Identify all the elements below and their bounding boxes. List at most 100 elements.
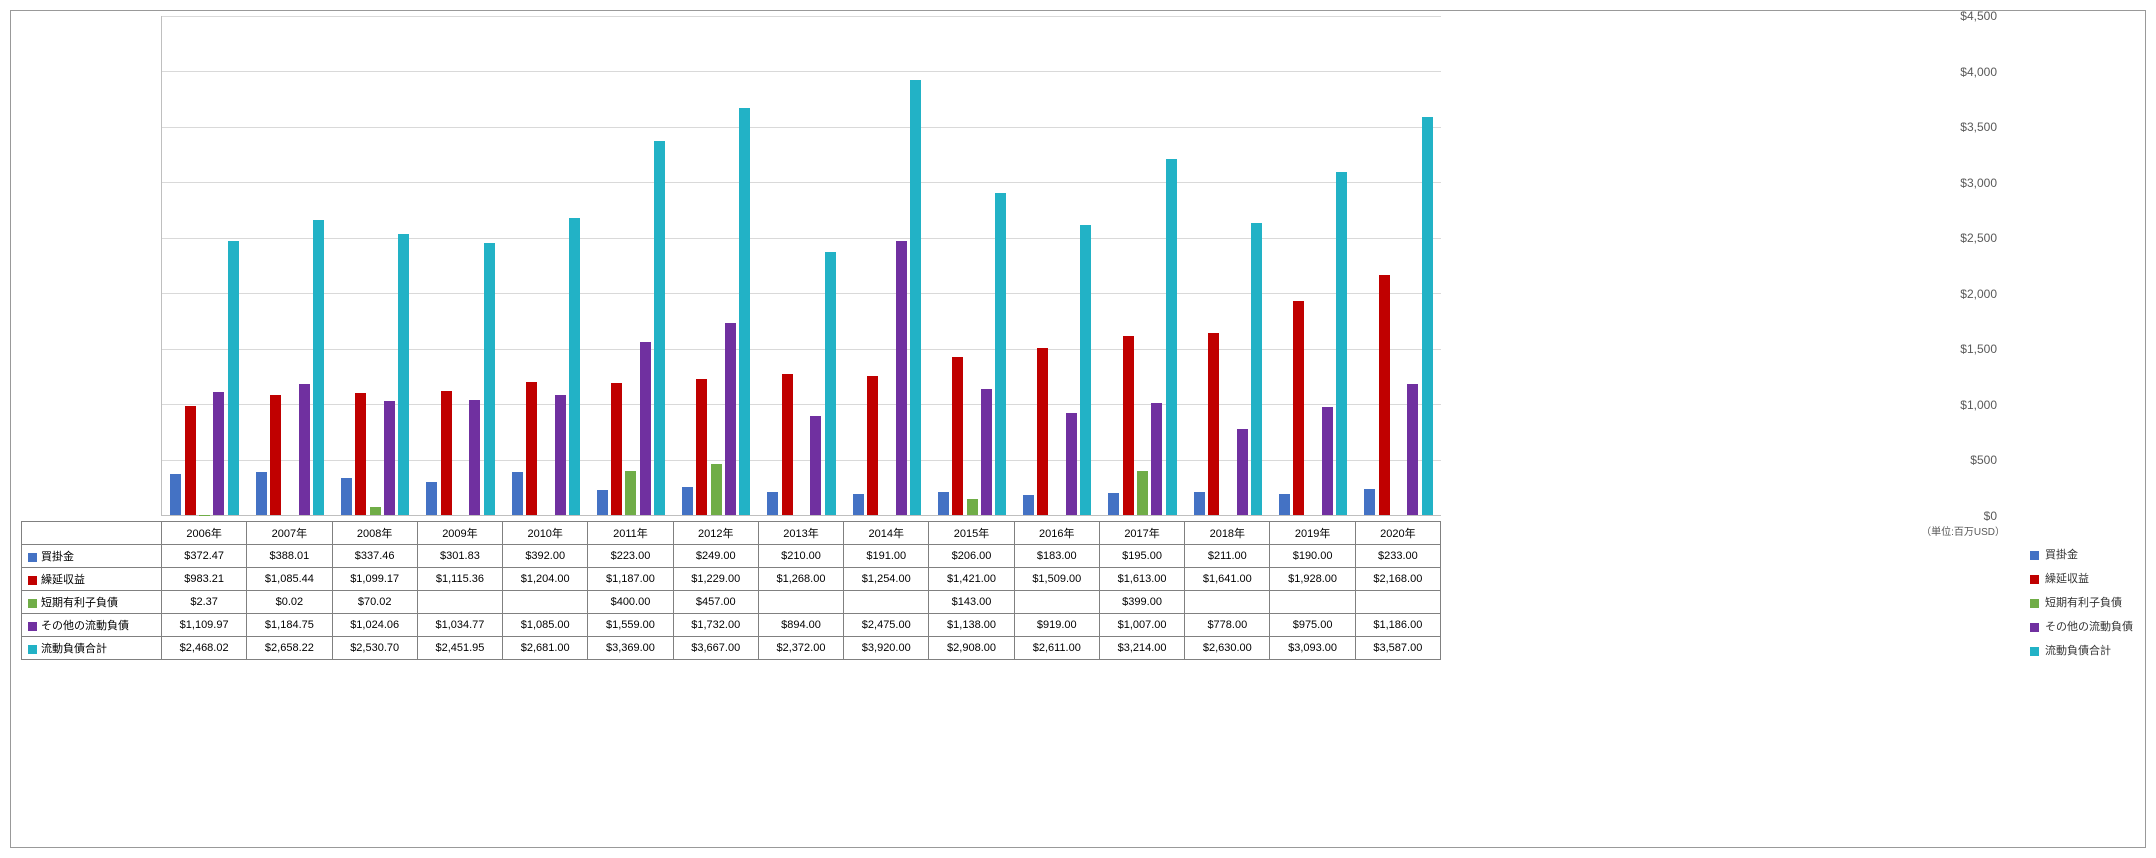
data-cell: $3,369.00 bbox=[588, 637, 673, 660]
bar bbox=[597, 490, 608, 515]
bar bbox=[1279, 494, 1290, 515]
bar bbox=[1123, 336, 1134, 515]
legend-marker bbox=[28, 622, 37, 631]
legend-label: 繰延収益 bbox=[2045, 573, 2089, 585]
bar bbox=[256, 472, 267, 515]
data-cell bbox=[1355, 591, 1440, 614]
bar bbox=[1322, 407, 1333, 515]
data-cell: $392.00 bbox=[503, 545, 588, 568]
bar bbox=[1293, 301, 1304, 515]
data-cell: $2,630.00 bbox=[1185, 637, 1270, 660]
data-cell: $1,007.00 bbox=[1099, 614, 1184, 637]
bar bbox=[526, 382, 537, 516]
data-cell: $301.83 bbox=[417, 545, 502, 568]
legend-item: 短期有利子負債 bbox=[2030, 594, 2133, 610]
series-label: 買掛金 bbox=[41, 551, 74, 563]
category-header: 2016年 bbox=[1014, 522, 1099, 545]
data-cell: $1,928.00 bbox=[1270, 568, 1355, 591]
bar-group bbox=[1015, 16, 1100, 515]
bar bbox=[1364, 489, 1375, 515]
legend-marker bbox=[28, 645, 37, 654]
data-cell: $400.00 bbox=[588, 591, 673, 614]
y-tick-label: $3,000 bbox=[1960, 176, 1997, 190]
data-cell: $2,908.00 bbox=[929, 637, 1014, 660]
bar bbox=[767, 492, 778, 515]
category-header: 2010年 bbox=[503, 522, 588, 545]
bar bbox=[981, 389, 992, 515]
legend-marker bbox=[28, 599, 37, 608]
data-cell: $1,268.00 bbox=[758, 568, 843, 591]
legend-label: その他の流動負債 bbox=[2045, 621, 2133, 633]
bar bbox=[1251, 223, 1262, 515]
bar bbox=[967, 499, 978, 515]
data-cell: $1,187.00 bbox=[588, 568, 673, 591]
legend-marker bbox=[2030, 599, 2039, 608]
data-cell: $0.02 bbox=[247, 591, 332, 614]
data-cell: $1,085.44 bbox=[247, 568, 332, 591]
bar bbox=[569, 218, 580, 515]
category-header: 2013年 bbox=[758, 522, 843, 545]
category-header: 2008年 bbox=[332, 522, 417, 545]
bar bbox=[1080, 225, 1091, 515]
bar bbox=[611, 383, 622, 515]
data-cell: $388.01 bbox=[247, 545, 332, 568]
bar bbox=[853, 494, 864, 515]
data-cell: $2,468.02 bbox=[162, 637, 247, 660]
series-name-cell: その他の流動負債 bbox=[22, 614, 162, 637]
bar bbox=[313, 220, 324, 515]
bar bbox=[1379, 275, 1390, 515]
bar-group bbox=[333, 16, 418, 515]
bar bbox=[910, 80, 921, 515]
bar bbox=[867, 376, 878, 515]
legend-item: 流動負債合計 bbox=[2030, 642, 2133, 658]
data-cell: $211.00 bbox=[1185, 545, 1270, 568]
series-label: 短期有利子負債 bbox=[41, 597, 118, 609]
bar bbox=[1137, 471, 1148, 515]
bar bbox=[170, 474, 181, 515]
bar bbox=[370, 507, 381, 515]
data-cell: $210.00 bbox=[758, 545, 843, 568]
bar bbox=[952, 357, 963, 515]
bar bbox=[625, 471, 636, 515]
data-cell: $191.00 bbox=[844, 545, 929, 568]
data-cell: $143.00 bbox=[929, 591, 1014, 614]
category-header: 2019年 bbox=[1270, 522, 1355, 545]
bar-group bbox=[1185, 16, 1270, 515]
bar-group bbox=[247, 16, 332, 515]
data-cell: $1,204.00 bbox=[503, 568, 588, 591]
data-cell: $2,658.22 bbox=[247, 637, 332, 660]
data-cell: $2,530.70 bbox=[332, 637, 417, 660]
series-name-cell: 繰延収益 bbox=[22, 568, 162, 591]
bar bbox=[682, 487, 693, 515]
bar bbox=[426, 482, 437, 515]
series-label: その他の流動負債 bbox=[41, 620, 129, 632]
bar-group bbox=[929, 16, 1014, 515]
bar-group bbox=[503, 16, 588, 515]
data-cell: $337.46 bbox=[332, 545, 417, 568]
bar bbox=[1151, 403, 1162, 515]
series-label: 繰延収益 bbox=[41, 574, 85, 586]
category-header: 2007年 bbox=[247, 522, 332, 545]
bar bbox=[398, 234, 409, 515]
bar bbox=[484, 243, 495, 515]
category-header: 2011年 bbox=[588, 522, 673, 545]
legend-marker bbox=[28, 576, 37, 585]
legend-marker bbox=[2030, 575, 2039, 584]
bar bbox=[1023, 495, 1034, 515]
data-cell: $3,093.00 bbox=[1270, 637, 1355, 660]
category-header: 2015年 bbox=[929, 522, 1014, 545]
bar bbox=[299, 384, 310, 515]
data-cell: $1,109.97 bbox=[162, 614, 247, 637]
bar-group bbox=[759, 16, 844, 515]
data-cell bbox=[417, 591, 502, 614]
bar bbox=[185, 406, 196, 515]
data-cell: $2,475.00 bbox=[844, 614, 929, 637]
bar bbox=[896, 241, 907, 515]
data-cell: $1,559.00 bbox=[588, 614, 673, 637]
y-tick-label: $500 bbox=[1970, 453, 1997, 467]
bar bbox=[213, 392, 224, 515]
bar bbox=[1066, 413, 1077, 515]
bar bbox=[1166, 159, 1177, 515]
bar-group bbox=[1356, 16, 1441, 515]
bar bbox=[1407, 384, 1418, 516]
